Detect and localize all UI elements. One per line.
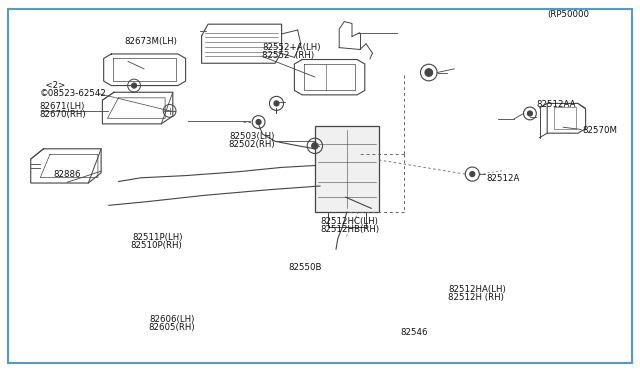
Text: 82606(LH): 82606(LH): [150, 315, 195, 324]
Text: 82671(LH): 82671(LH): [40, 102, 85, 111]
Text: 82605(RH): 82605(RH): [148, 323, 195, 332]
Text: 82512HC(LH): 82512HC(LH): [320, 217, 378, 226]
Text: 82550B: 82550B: [288, 263, 321, 272]
Text: 82512HB(RH): 82512HB(RH): [320, 225, 379, 234]
Text: 82552+A(LH): 82552+A(LH): [262, 43, 321, 52]
Text: 82670(RH): 82670(RH): [40, 110, 86, 119]
Text: 82511P(LH): 82511P(LH): [132, 233, 182, 242]
Circle shape: [274, 101, 279, 106]
Text: 82512AA: 82512AA: [536, 100, 576, 109]
Text: 82570M: 82570M: [582, 126, 618, 135]
Text: 82512HA(LH): 82512HA(LH): [448, 285, 506, 294]
Text: 82503(LH): 82503(LH): [230, 132, 275, 141]
Text: (RP50000: (RP50000: [547, 10, 589, 19]
Text: 82546: 82546: [400, 328, 428, 337]
Circle shape: [425, 69, 433, 76]
Text: <2>: <2>: [40, 81, 65, 90]
Bar: [315, 126, 379, 212]
Text: 82886: 82886: [54, 170, 81, 179]
Text: 82512H (RH): 82512H (RH): [448, 293, 504, 302]
Text: ©08523-62542: ©08523-62542: [40, 89, 106, 97]
Circle shape: [527, 111, 532, 116]
Circle shape: [132, 83, 137, 88]
Text: 82502(RH): 82502(RH): [228, 140, 275, 149]
Text: 82510P(RH): 82510P(RH): [131, 241, 182, 250]
Circle shape: [256, 119, 261, 125]
Text: 82552  (RH): 82552 (RH): [262, 51, 314, 60]
Circle shape: [470, 171, 475, 177]
Text: 82512A: 82512A: [486, 174, 520, 183]
Text: 82673M(LH): 82673M(LH): [125, 37, 178, 46]
Circle shape: [312, 142, 318, 149]
